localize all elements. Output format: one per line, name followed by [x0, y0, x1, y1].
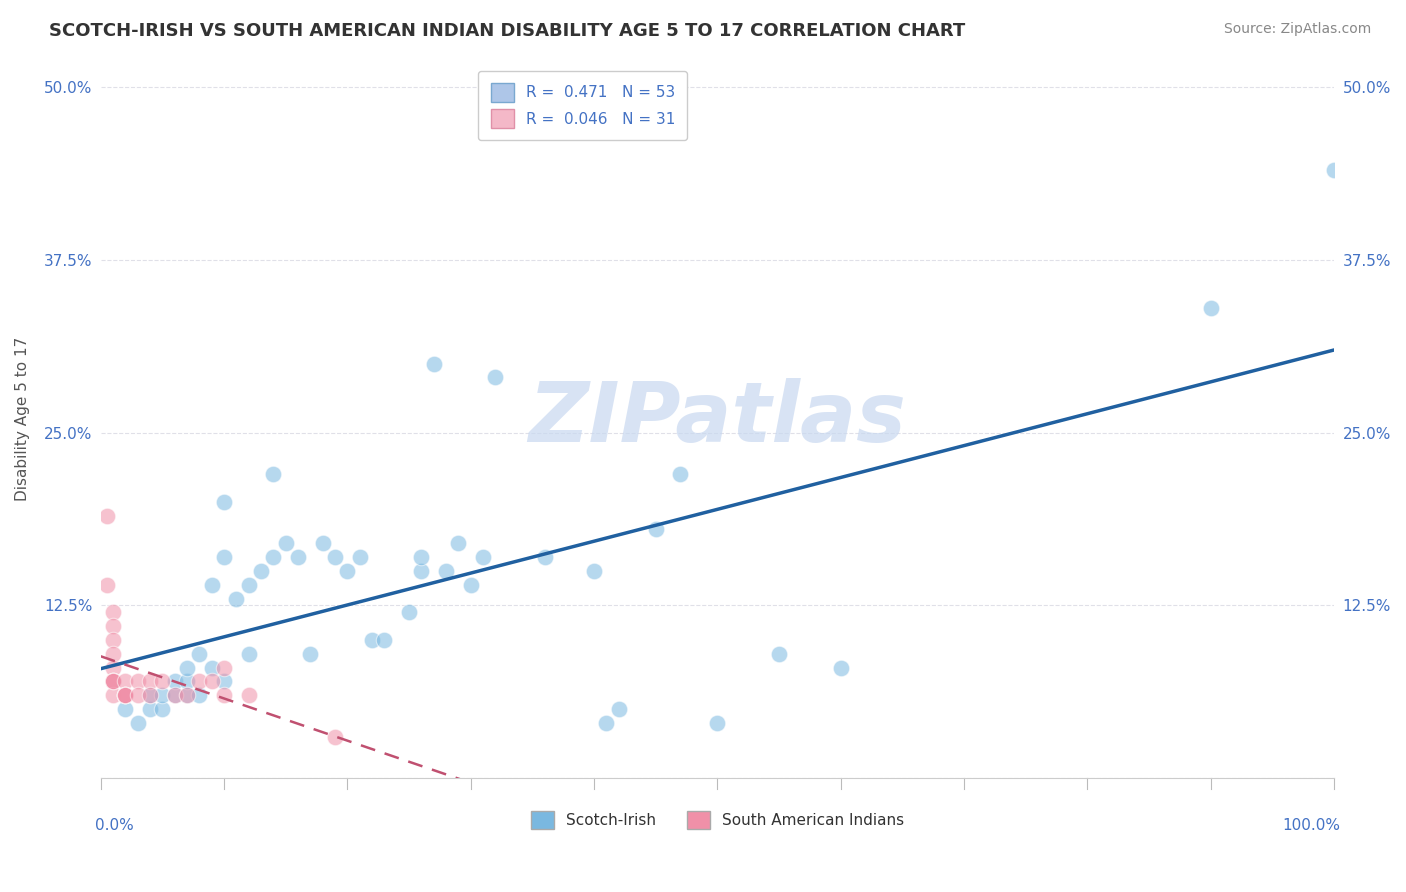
Text: Source: ZipAtlas.com: Source: ZipAtlas.com [1223, 22, 1371, 37]
Point [176, 688, 198, 702]
Point [212, 550, 235, 565]
Point [201, 661, 224, 675]
Point [447, 536, 470, 550]
Point [127, 674, 149, 689]
Point [101, 647, 124, 661]
Point [114, 674, 136, 689]
Text: SCOTCH-IRISH VS SOUTH AMERICAN INDIAN DISABILITY AGE 5 TO 17 CORRELATION CHART: SCOTCH-IRISH VS SOUTH AMERICAN INDIAN DI… [49, 22, 966, 40]
Legend: Scotch-Irish, South American Indians: Scotch-Irish, South American Indians [524, 805, 910, 835]
Point [101, 674, 124, 689]
Point [212, 688, 235, 702]
Point [139, 688, 162, 702]
Point [323, 730, 346, 744]
Point [830, 661, 852, 675]
Point [152, 674, 174, 689]
Point [101, 633, 124, 648]
Point [101, 619, 124, 633]
Point [373, 633, 395, 648]
Point [411, 550, 433, 565]
Point [595, 715, 617, 730]
Point [114, 702, 136, 716]
Point [238, 688, 260, 702]
Point [336, 564, 359, 578]
Point [262, 467, 284, 482]
Point [114, 688, 136, 702]
Point [607, 702, 630, 716]
Point [96, 578, 118, 592]
Point [583, 564, 606, 578]
Point [101, 674, 124, 689]
Point [176, 674, 198, 689]
Point [114, 688, 136, 702]
Point [411, 564, 433, 578]
Point [323, 550, 346, 565]
Point [1199, 301, 1222, 316]
Point [188, 674, 211, 689]
Point [127, 715, 149, 730]
Point [299, 647, 322, 661]
Point [644, 523, 666, 537]
Point [152, 688, 174, 702]
Point [274, 536, 297, 550]
Point [472, 550, 495, 565]
Point [212, 495, 235, 509]
Point [238, 647, 260, 661]
Y-axis label: Disability Age 5 to 17: Disability Age 5 to 17 [15, 337, 30, 501]
Point [101, 688, 124, 702]
Point [669, 467, 692, 482]
Point [212, 674, 235, 689]
Point [101, 674, 124, 689]
Point [139, 688, 162, 702]
Point [460, 578, 482, 592]
Point [533, 550, 555, 565]
Point [96, 508, 118, 523]
Point [114, 688, 136, 702]
Point [163, 674, 186, 689]
Text: ZIPatlas: ZIPatlas [529, 378, 907, 459]
Point [201, 578, 224, 592]
Text: 0.0%: 0.0% [94, 818, 134, 833]
Point [101, 674, 124, 689]
Point [163, 688, 186, 702]
Point [238, 578, 260, 592]
Point [101, 661, 124, 675]
Point [212, 661, 235, 675]
Point [398, 606, 420, 620]
Point [188, 688, 211, 702]
Point [114, 688, 136, 702]
Point [484, 370, 506, 384]
Point [312, 536, 335, 550]
Point [201, 674, 224, 689]
Point [152, 702, 174, 716]
Point [706, 715, 728, 730]
Point [225, 591, 247, 606]
Point [188, 647, 211, 661]
Point [176, 661, 198, 675]
Point [139, 674, 162, 689]
Point [127, 688, 149, 702]
Point [114, 688, 136, 702]
Point [101, 606, 124, 620]
Point [250, 564, 273, 578]
Point [262, 550, 284, 565]
Point [163, 688, 186, 702]
Point [176, 688, 198, 702]
Text: 100.0%: 100.0% [1282, 818, 1340, 833]
Point [434, 564, 457, 578]
Point [1323, 163, 1346, 178]
Point [287, 550, 309, 565]
Point [349, 550, 371, 565]
Point [361, 633, 384, 648]
Point [139, 702, 162, 716]
Point [423, 357, 446, 371]
Point [768, 647, 790, 661]
